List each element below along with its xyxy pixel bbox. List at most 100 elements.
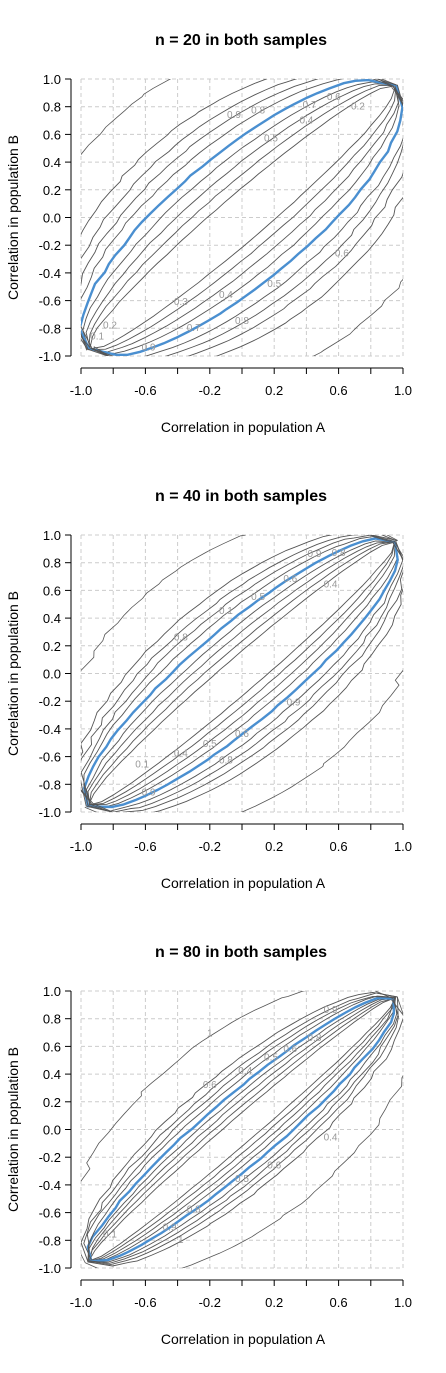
x-tick-label: 1.0	[394, 839, 412, 854]
contour-label: 0.8	[174, 632, 188, 643]
contour-outer-line	[81, 79, 393, 349]
x-tick-label: -0.2	[199, 1295, 221, 1310]
contour-label: 0.2	[103, 320, 117, 331]
contour-line	[90, 86, 403, 356]
contour-line	[81, 535, 396, 807]
contour-highlight-line	[88, 998, 396, 1263]
contour-label: 0.5	[267, 279, 281, 290]
y-tick-label: 0.0	[43, 1123, 61, 1138]
contour-line	[82, 81, 396, 350]
x-tick-label: 0.2	[265, 839, 283, 854]
y-tick-label: 0.0	[43, 211, 61, 226]
contour-label: 0.4	[324, 1133, 338, 1144]
x-axis-label: Correlation in population A	[161, 1331, 326, 1347]
contour-label: 0.6	[267, 1160, 281, 1171]
contour-label: 0.6	[235, 729, 249, 740]
x-tick-label: -0.6	[134, 383, 156, 398]
y-tick-label: 0.6	[43, 127, 61, 142]
contour-line	[81, 79, 394, 348]
x-axis-label: Correlation in population A	[161, 419, 326, 435]
x-axis-label: Correlation in population A	[161, 875, 326, 891]
y-tick-label: -1.0	[39, 1261, 61, 1276]
contour-line	[88, 541, 396, 805]
contour-line	[88, 84, 403, 356]
contour-line	[88, 84, 396, 350]
contour-label: 0.9	[287, 697, 301, 708]
contour-line	[81, 535, 398, 805]
x-tick-label: 0.2	[265, 1295, 283, 1310]
contour-outer-line	[84, 541, 403, 812]
contour-label: 0.8	[187, 1205, 201, 1216]
y-tick-label: -0.6	[39, 750, 61, 765]
contour-lines	[81, 991, 403, 1268]
contour-label: 0.4	[238, 1066, 252, 1077]
contour-line	[86, 996, 396, 1262]
x-tick-label: -0.2	[199, 383, 221, 398]
contour-label: 0.7	[303, 100, 317, 111]
contour-line	[89, 997, 397, 1262]
y-tick-label: 1.0	[43, 984, 61, 999]
y-tick-label: 0.6	[43, 583, 61, 598]
x-tick-label: 1.0	[394, 383, 412, 398]
chart-panel-1: n = 20 in both samples 1.0 0.8 0.6 0.4 0.2 0.0…	[5, 32, 412, 435]
contour-label: 0.6	[327, 92, 341, 103]
contour-label: 0.8	[332, 548, 346, 559]
contour-label: 0.9	[227, 110, 241, 121]
y-tick-label: 0.4	[43, 155, 61, 170]
contour-line	[83, 992, 397, 1261]
chart-panel-2: n = 40 in both samples 1.0 0.8 0.6 0.4 0.2 0.0…	[5, 488, 412, 891]
contour-line	[89, 997, 396, 1261]
contour-label: 0.1	[135, 760, 149, 771]
contour-highlight-line	[86, 541, 399, 809]
y-tick-label: 0.8	[43, 1012, 61, 1027]
y-tick-label: 0.4	[43, 611, 61, 626]
x-tick-label: 1.0	[394, 1295, 412, 1310]
contour-label: 0.5	[235, 1174, 249, 1185]
y-tick-label: 0.4	[43, 1067, 61, 1082]
contour-label: 0.6	[203, 1080, 217, 1091]
y-axis-label: Correlation in population B	[5, 135, 21, 300]
contour-outer-line	[81, 991, 394, 1264]
contour-label: 0.8	[307, 1033, 321, 1044]
contour-line	[88, 85, 399, 353]
y-tick-label: 0.2	[43, 1095, 61, 1110]
contour-line	[89, 85, 396, 349]
x-tick-label: 0.2	[265, 383, 283, 398]
y-tick-label: 0.2	[43, 639, 61, 654]
y-tick-label: -0.4	[39, 1178, 61, 1193]
contour-line	[89, 85, 397, 350]
contour-line	[81, 79, 397, 350]
contour-line	[87, 541, 395, 806]
x-tick-label: 0.6	[330, 383, 348, 398]
y-tick-label: -0.6	[39, 1206, 61, 1221]
grid	[80, 78, 404, 357]
contour-label: 0.3	[174, 297, 188, 308]
y-axis-label: Correlation in population B	[5, 1047, 21, 1212]
contour-line	[87, 85, 397, 351]
y-tick-label: -0.4	[39, 722, 61, 737]
y-tick-label: -0.2	[39, 238, 61, 253]
contour-outer-line	[93, 87, 403, 356]
chart-panel-3: n = 80 in both samples 1.0 0.8 0.6 0.4 0.2 0.0…	[5, 944, 412, 1347]
contour-label: 1	[207, 1029, 213, 1040]
contour-label: 0.9	[142, 342, 156, 353]
contour-line	[88, 998, 399, 1266]
x-tick-label: 0.6	[330, 1295, 348, 1310]
y-tick-label: -1.0	[39, 805, 61, 820]
x-tick-label: -1.0	[70, 383, 92, 398]
chart-title: n = 40 in both samples	[155, 488, 327, 505]
contour-label: 0.9	[142, 787, 156, 798]
contour-label: 0.1	[103, 1230, 117, 1241]
contour-label: 0.4	[219, 290, 233, 301]
contour-line	[89, 996, 399, 1264]
contour-line	[81, 535, 398, 805]
contour-line	[83, 536, 394, 806]
contour-label: 0.5	[264, 133, 278, 144]
contour-label: 0.5	[264, 1052, 278, 1063]
contour-line	[88, 998, 395, 1262]
contour-lines	[81, 535, 403, 812]
grid	[80, 534, 404, 813]
y-tick-label: 0.0	[43, 667, 61, 682]
contour-label: 0.1	[90, 331, 104, 342]
